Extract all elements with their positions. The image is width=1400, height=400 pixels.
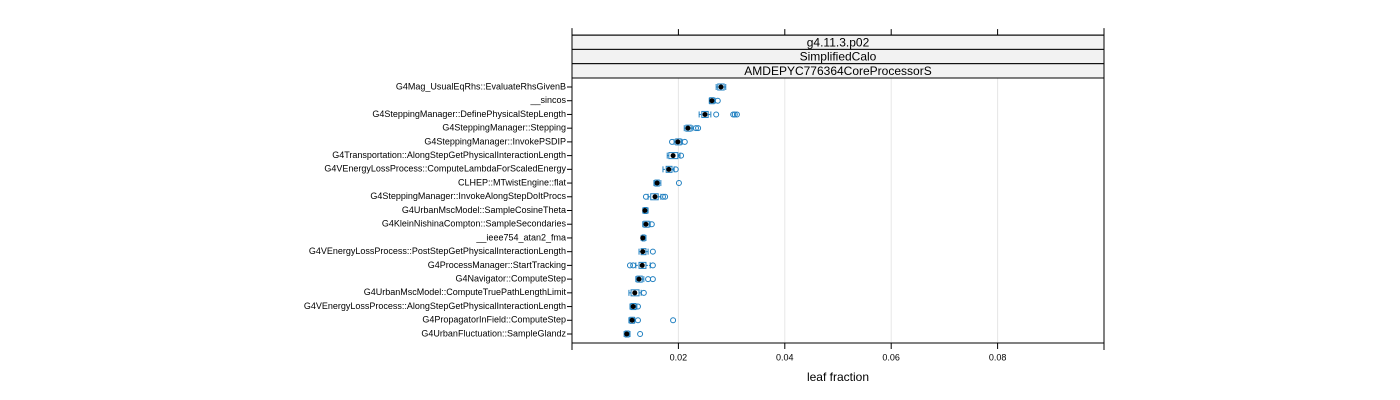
outlier (731, 111, 738, 118)
box (701, 110, 709, 118)
box (630, 289, 640, 297)
outlier (645, 276, 652, 283)
outlier (669, 138, 676, 145)
category-label: G4Mag_UsualEqRhs::EvaluateRhsGivenB (396, 81, 566, 91)
median (636, 276, 642, 282)
box (650, 193, 659, 201)
outlier (649, 276, 656, 283)
outlier (672, 166, 679, 173)
median (718, 84, 724, 90)
outlier (659, 193, 666, 200)
outlier (634, 317, 641, 324)
median (640, 249, 646, 255)
category-label: G4UrbanMscModel::SampleCosineTheta (402, 205, 566, 215)
box (665, 165, 673, 173)
median (670, 153, 676, 159)
median (702, 111, 708, 117)
category-label: G4UrbanFluctuation::SampleGlandz (421, 328, 566, 338)
median (639, 262, 645, 268)
outlier (733, 111, 740, 118)
outlier (626, 262, 633, 269)
median (642, 208, 648, 213)
category-label: G4VEnergyLossProcess::ComputeLambdaForSc… (324, 164, 566, 174)
category-label: G4Transportation::AlongStepGetPhysicalIn… (332, 150, 566, 160)
outlier (670, 317, 677, 324)
median (666, 166, 672, 172)
outlier (637, 331, 644, 337)
strip-label: AMDEPYC776364CoreProcessorS (744, 64, 931, 78)
x-tick-label: 0.02 (670, 352, 688, 362)
category-label: G4PropagatorInField::ComputeStep (422, 315, 566, 325)
category-label: CLHEP::MTwistEngine::flat (458, 177, 567, 187)
category-label: G4SteppingManager::InvokePSDIP (424, 136, 566, 146)
category-label: G4KleinNishinaCompton::SampleSecondaries (382, 219, 567, 229)
category-label: G4Navigator::ComputeStep (455, 273, 566, 283)
x-tick-label: 0.04 (776, 352, 794, 362)
outlier (713, 111, 720, 118)
category-label: __ieee754_atan2_fma (475, 232, 566, 242)
median (709, 98, 715, 104)
outlier (675, 180, 682, 187)
outlier (642, 193, 649, 200)
strip-label: g4.11.3.p02 (807, 35, 870, 49)
outlier (692, 125, 699, 132)
median (624, 331, 630, 337)
outlier (649, 248, 656, 255)
category-label: G4SteppingManager::InvokeAlongStepDoItPr… (370, 191, 566, 201)
outlier (662, 193, 669, 200)
median (643, 221, 649, 227)
median (654, 180, 660, 186)
outlier (630, 262, 637, 269)
category-label: G4VEnergyLossProcess::PostStepGetPhysica… (309, 246, 566, 256)
x-tick-label: 0.08 (989, 352, 1007, 362)
box (717, 83, 725, 91)
median (652, 194, 658, 200)
median (632, 290, 638, 296)
outlier (681, 138, 688, 145)
median (629, 317, 635, 323)
median (675, 139, 681, 145)
box (668, 152, 679, 160)
category-label: G4VEnergyLossProcess::AlongStepGetPhysic… (304, 301, 566, 311)
outlier (649, 262, 656, 269)
strip-label: SimplifiedCalo (800, 50, 877, 64)
category-label: __sincos (529, 95, 566, 105)
outlier (695, 125, 702, 132)
outlier (678, 152, 685, 159)
median (685, 125, 691, 131)
x-tick-label: 0.06 (882, 352, 900, 362)
category-label: G4SteppingManager::DefinePhysicalStepLen… (372, 109, 566, 119)
panel (571, 77, 1105, 344)
median (640, 235, 646, 241)
outlier (714, 97, 721, 104)
box (638, 261, 647, 269)
x-axis-label: leaf fraction (807, 370, 869, 384)
category-label: G4SteppingManager::Stepping (442, 123, 566, 133)
category-label: G4ProcessManager::StartTracking (428, 260, 566, 270)
outlier (640, 289, 647, 296)
category-label: G4UrbanMscModel::ComputeTruePathLengthLi… (364, 287, 567, 297)
median (630, 304, 636, 310)
outlier (648, 221, 655, 228)
